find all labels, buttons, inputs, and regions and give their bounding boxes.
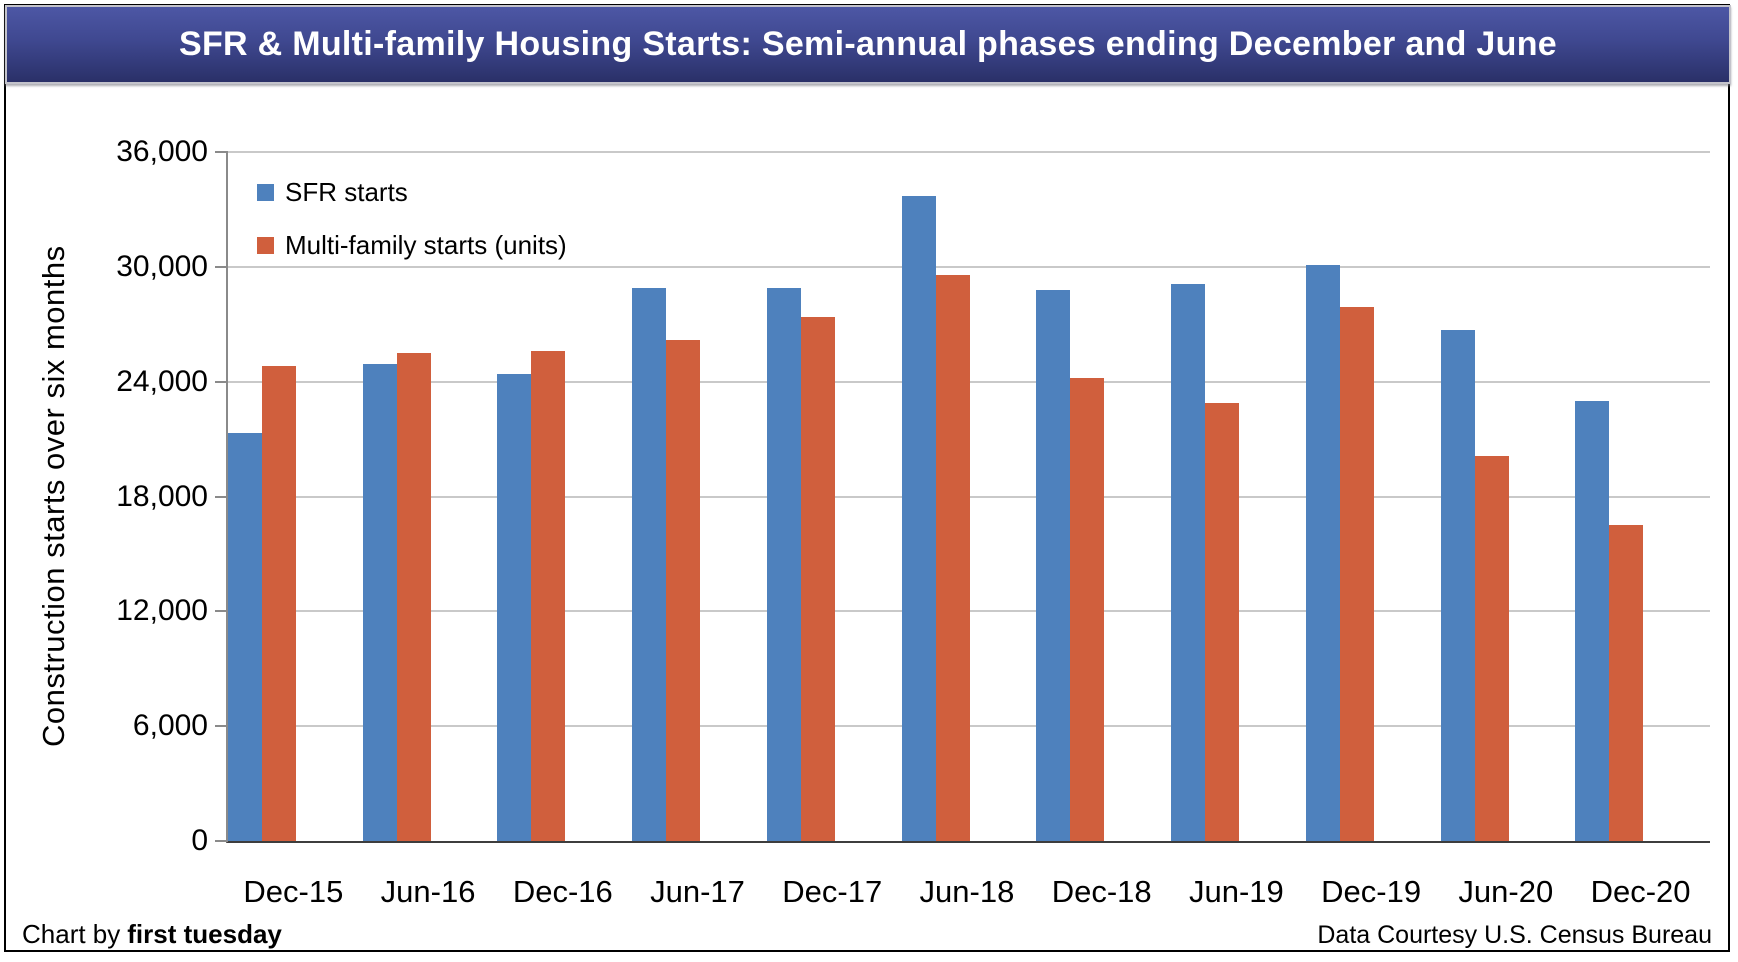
legend-swatch-multifamily-icon	[257, 236, 274, 254]
chart-title: SFR & Multi-family Housing Starts: Semi-…	[179, 25, 1557, 63]
bar-multifamily-starts	[262, 366, 296, 841]
bar-multifamily-starts	[1070, 377, 1105, 841]
bar-multifamily-starts	[396, 352, 431, 841]
bar-multifamily-starts	[1609, 525, 1644, 841]
y-axis-tick	[215, 495, 228, 498]
bar-sfr-starts	[766, 287, 801, 841]
bar-multifamily-starts	[531, 351, 566, 841]
bar-multifamily-starts	[1474, 456, 1509, 841]
x-axis-label: Dec-15	[243, 874, 344, 909]
gridline	[228, 265, 1710, 268]
y-axis-tick-label: 24,000	[116, 364, 208, 398]
bar-multifamily-starts	[666, 339, 701, 841]
x-axis-label: Dec-18	[1051, 874, 1152, 909]
bar-multifamily-starts	[1339, 307, 1374, 841]
gridline	[228, 151, 1710, 153]
bar-sfr-starts	[1305, 264, 1340, 841]
footer-credit-left: Chart by first tuesday	[22, 919, 282, 950]
bar-sfr-starts	[1171, 284, 1206, 841]
x-axis-label: Jun-19	[1188, 874, 1284, 909]
x-axis-label: Jun-17	[650, 874, 745, 909]
legend-item-multifamily: Multi-family starts (units)	[257, 232, 567, 258]
bar-multifamily-starts	[935, 274, 970, 841]
y-axis-tick	[215, 380, 228, 383]
bar-sfr-starts	[1036, 289, 1071, 841]
y-axis-tick-label: 6,000	[132, 709, 208, 743]
x-axis-label: Dec-16	[512, 874, 613, 909]
bar-sfr-starts	[497, 374, 532, 841]
x-axis-labels: Dec-15 Jun-16 Dec-16 Jun-17 Dec-17 Jun-18 Dec-…	[226, 874, 1708, 910]
legend-swatch-sfr-icon	[257, 183, 274, 201]
chart-legend: SFR starts Multi-family starts (units)	[257, 179, 567, 258]
y-axis-tick-label: 30,000	[116, 249, 208, 283]
footer-credit-right: Data Courtesy U.S. Census Bureau	[1317, 921, 1712, 949]
footer-credit-prefix: Chart by	[22, 919, 121, 949]
title-banner: SFR & Multi-family Housing Starts: Semi-…	[5, 5, 1731, 84]
bar-sfr-starts	[362, 364, 397, 841]
y-axis-tick	[215, 265, 228, 268]
x-axis-label: Jun-16	[380, 874, 476, 909]
y-axis-tick-label: 18,000	[116, 479, 208, 513]
legend-item-sfr: SFR starts	[257, 179, 567, 205]
footer-brand: first tuesday	[127, 919, 282, 949]
bar-sfr-starts	[228, 433, 262, 841]
y-axis-tick-label: 0	[191, 824, 208, 857]
y-axis-tick	[215, 725, 228, 728]
y-axis-tick	[215, 840, 228, 842]
y-axis-tick	[215, 151, 228, 153]
bar-sfr-starts	[901, 196, 936, 841]
bar-sfr-starts	[1440, 330, 1475, 841]
plot-area	[215, 151, 1710, 843]
x-axis-label: Jun-18	[919, 874, 1015, 909]
x-axis-label: Dec-20	[1590, 874, 1691, 909]
x-axis-label: Dec-17	[782, 874, 883, 909]
legend-label-multifamily: Multi-family starts (units)	[285, 230, 567, 260]
y-axis-tick-label: 36,000	[116, 135, 208, 168]
bar-sfr-starts	[632, 287, 667, 841]
bar-multifamily-starts	[800, 316, 835, 841]
y-axis-tick	[215, 610, 228, 613]
bar-sfr-starts	[1575, 400, 1610, 841]
legend-label-sfr: SFR starts	[285, 177, 408, 207]
x-axis-label: Jun-20	[1458, 874, 1554, 909]
x-axis-label: Dec-19	[1321, 874, 1422, 909]
y-axis-tick-label: 12,000	[116, 594, 208, 628]
bar-multifamily-starts	[1205, 402, 1240, 841]
